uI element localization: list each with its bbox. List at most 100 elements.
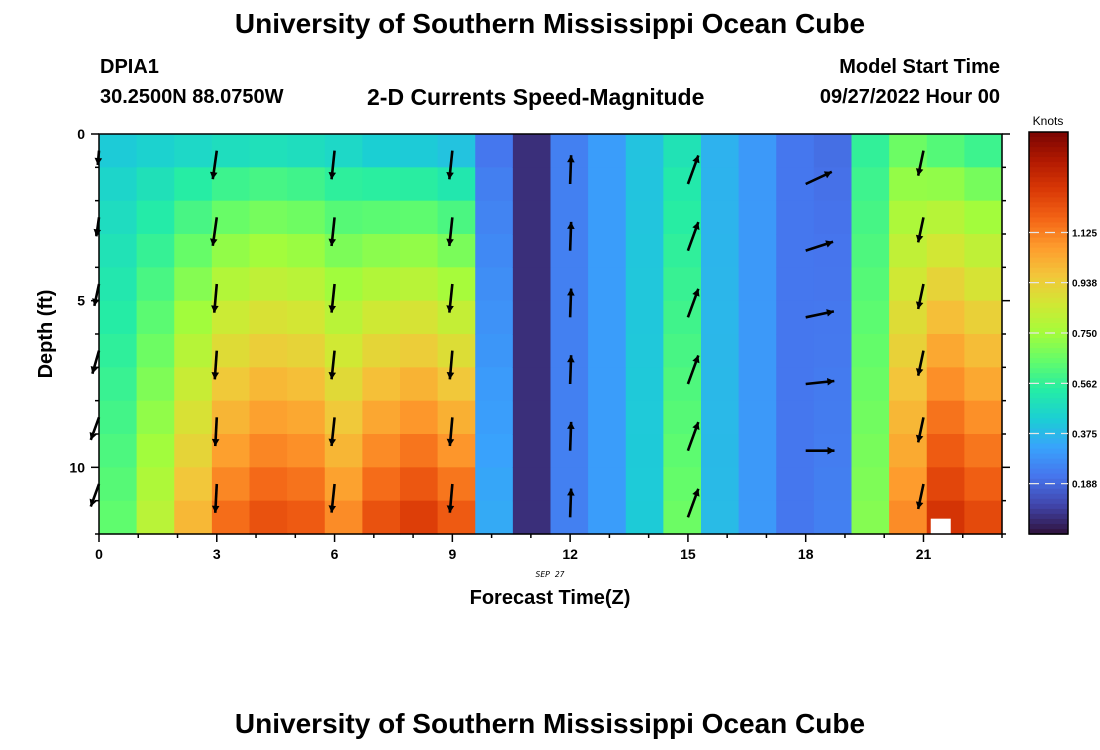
heatmap-cell xyxy=(851,134,890,168)
current-vector xyxy=(328,483,337,513)
current-vector xyxy=(567,155,575,185)
heatmap-cell xyxy=(813,467,853,502)
colorbar-segment xyxy=(1029,458,1068,465)
heatmap-cell xyxy=(136,267,175,302)
heatmap-cell xyxy=(738,167,777,202)
heatmap-cell xyxy=(964,234,1003,268)
colorbar-segment xyxy=(1029,493,1068,500)
colorbar-segment xyxy=(1029,443,1068,450)
page-title-bottom: University of Southern Mississippi Ocean… xyxy=(234,708,866,739)
heatmap-cell xyxy=(249,234,288,268)
axes: 0 3 6 9 12 15 18 21 0 5 10 xyxy=(69,126,1010,562)
heatmap-cell xyxy=(437,200,476,235)
heatmap-cell xyxy=(663,500,702,535)
colorbar-segment xyxy=(1029,438,1068,445)
heatmap-cell xyxy=(211,400,251,435)
heatmap-cell xyxy=(174,467,213,502)
colorbar-segment xyxy=(1029,403,1068,410)
heatmap-cell xyxy=(475,400,514,435)
heatmap-cell xyxy=(174,167,213,202)
colorbar: 1.125 0.938 0.750 0.562 0.375 0.188 xyxy=(1028,131,1097,535)
heatmap-cell xyxy=(174,200,213,235)
colorbar-tick-label: 0.375 xyxy=(1072,430,1097,441)
heatmap-cell xyxy=(964,500,1003,535)
heatmap-cell xyxy=(99,167,138,202)
x-tick-label: 12 xyxy=(562,546,578,562)
colorbar-segment xyxy=(1029,312,1068,319)
heatmap-cell xyxy=(964,467,1003,502)
current-vector xyxy=(89,416,101,441)
heatmap-cell xyxy=(701,467,740,502)
heatmap-cell xyxy=(174,300,213,335)
heatmap-cell xyxy=(437,300,476,335)
heatmap-cell xyxy=(136,400,175,435)
heatmap-cell xyxy=(249,500,288,535)
colorbar-segment xyxy=(1029,287,1068,294)
heatmap-cell xyxy=(136,300,175,335)
colorbar-segment xyxy=(1029,207,1068,214)
heatmap-cell xyxy=(625,134,664,168)
x-axis-label: Forecast Time(Z) xyxy=(470,587,631,609)
colorbar-segment xyxy=(1029,317,1068,324)
colorbar-segment xyxy=(1029,247,1068,254)
colorbar-segment xyxy=(1029,262,1068,269)
current-vector xyxy=(211,350,220,380)
heatmap-cell xyxy=(512,167,552,202)
heatmap-cell xyxy=(400,267,439,302)
colorbar-segment xyxy=(1029,292,1068,299)
heatmap-cell xyxy=(851,167,890,202)
heatmap-cell xyxy=(776,334,815,368)
heatmap-cell xyxy=(400,367,439,402)
colorbar-segment xyxy=(1029,222,1068,229)
heatmap-cell xyxy=(625,467,664,502)
heatmap-cell xyxy=(437,167,476,202)
heatmap-cell xyxy=(249,467,288,502)
heatmap-cell xyxy=(249,200,288,235)
heatmap-cell xyxy=(249,167,288,202)
colorbar-segment xyxy=(1029,322,1068,329)
heatmap-cell xyxy=(588,334,627,368)
colorbar-label: Knots xyxy=(1033,114,1064,128)
current-vector xyxy=(686,288,700,318)
colorbar-segment xyxy=(1029,473,1068,480)
heatmap-cell xyxy=(625,367,664,402)
heatmap-cell xyxy=(174,234,213,268)
y-tick-label: 5 xyxy=(77,293,85,309)
heatmap-cell xyxy=(701,200,740,235)
heatmap-cell xyxy=(287,167,326,202)
heatmap-cell xyxy=(475,200,514,235)
heatmap-cell xyxy=(362,167,401,202)
x-tick-label: 0 xyxy=(95,546,103,562)
heatmap-cell xyxy=(701,500,740,535)
heatmap-cell xyxy=(964,200,1003,235)
colorbar-tick-label: 0.938 xyxy=(1072,279,1097,290)
current-vector xyxy=(328,417,337,447)
heatmap-cell xyxy=(738,234,777,268)
colorbar-segment xyxy=(1029,142,1068,148)
y-tick-label: 10 xyxy=(69,459,85,475)
heatmap-cell xyxy=(437,500,476,535)
heatmap-cell xyxy=(211,367,251,402)
heatmap-cell xyxy=(99,400,138,435)
station-coordinates: 30.2500N 88.0750W xyxy=(100,86,284,108)
heatmap-cell xyxy=(851,500,890,535)
colorbar-segment xyxy=(1029,528,1068,535)
heatmap-cell xyxy=(625,300,664,335)
current-vector xyxy=(915,283,925,310)
current-vector xyxy=(686,354,700,385)
current-vector xyxy=(209,150,219,180)
heatmap-cell xyxy=(588,267,627,302)
heatmap-cell xyxy=(851,200,890,235)
colorbar-segment xyxy=(1029,242,1068,249)
heatmap-cell xyxy=(776,134,815,168)
colorbar-segment xyxy=(1029,393,1068,400)
heatmap-cell xyxy=(625,200,664,235)
colorbar-segment xyxy=(1029,162,1068,168)
heatmap-cell xyxy=(738,467,777,502)
heatmap-cell xyxy=(287,267,326,302)
heatmap-cell xyxy=(136,334,175,368)
heatmap-cell xyxy=(99,300,138,335)
heatmap-cell xyxy=(964,134,1003,168)
current-vector xyxy=(805,446,835,455)
heatmap-cell xyxy=(512,334,552,368)
